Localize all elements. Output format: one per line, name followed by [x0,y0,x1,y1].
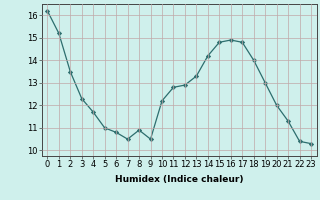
X-axis label: Humidex (Indice chaleur): Humidex (Indice chaleur) [115,175,244,184]
